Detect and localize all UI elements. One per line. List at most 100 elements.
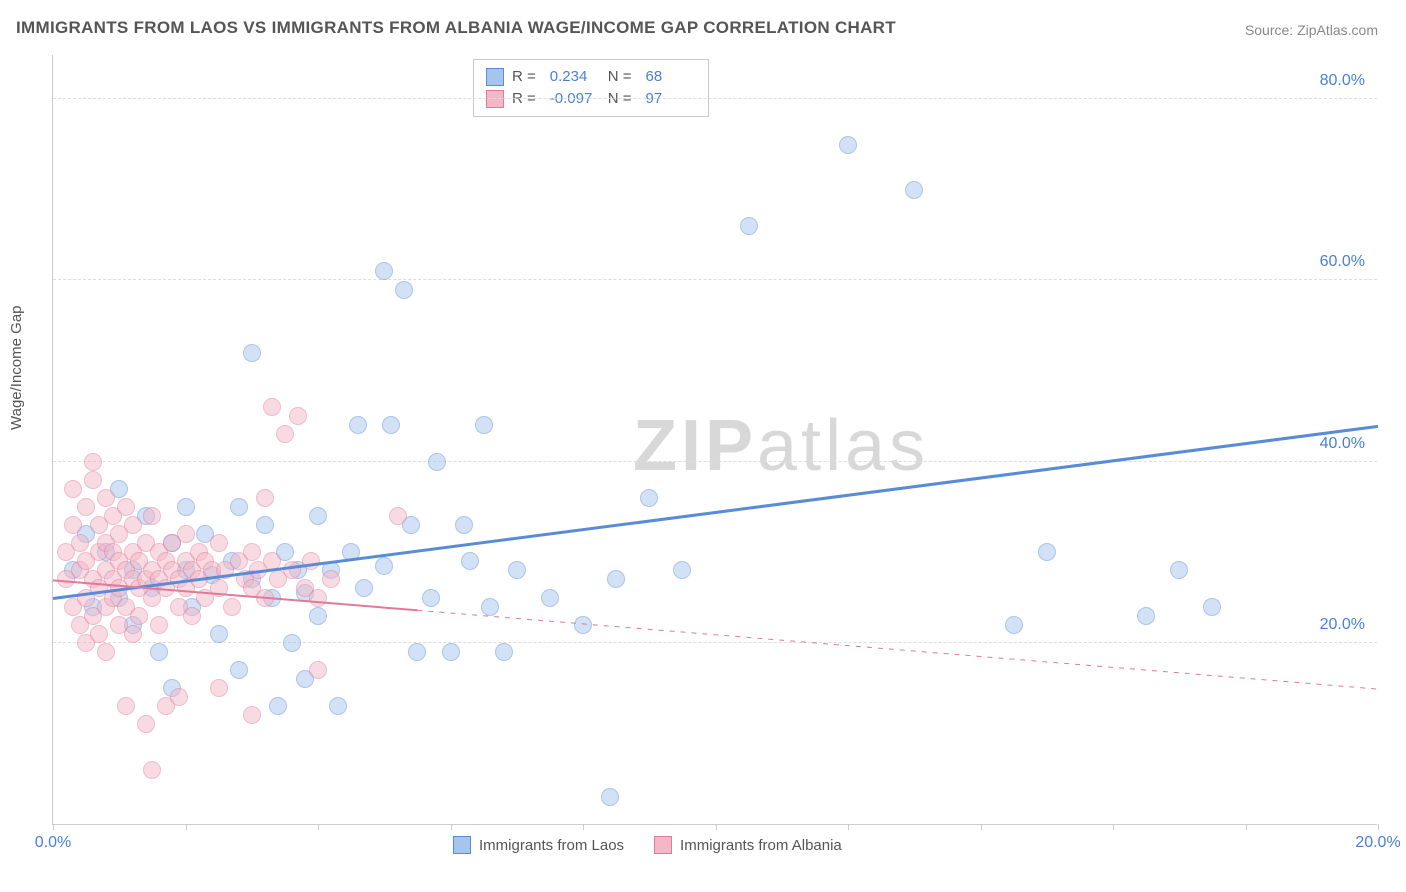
trend-line-dashed xyxy=(417,610,1378,689)
scatter-point xyxy=(183,607,201,625)
legend-swatch xyxy=(654,836,672,854)
scatter-point xyxy=(143,761,161,779)
scatter-point xyxy=(177,525,195,543)
scatter-point xyxy=(329,697,347,715)
scatter-point xyxy=(839,136,857,154)
scatter-point xyxy=(349,416,367,434)
scatter-point xyxy=(177,498,195,516)
scatter-plot-area: ZIPatlas R =0.234N =68R =-0.097N =97 Imm… xyxy=(52,55,1377,825)
scatter-point xyxy=(495,643,513,661)
scatter-point xyxy=(1005,616,1023,634)
scatter-point xyxy=(84,453,102,471)
scatter-point xyxy=(601,788,619,806)
scatter-point xyxy=(210,679,228,697)
y-tick-label: 60.0% xyxy=(1320,253,1365,271)
scatter-point xyxy=(389,507,407,525)
scatter-point xyxy=(97,643,115,661)
scatter-point xyxy=(289,407,307,425)
scatter-point xyxy=(309,589,327,607)
scatter-point xyxy=(640,489,658,507)
scatter-point xyxy=(84,471,102,489)
scatter-point xyxy=(77,498,95,516)
scatter-point xyxy=(283,634,301,652)
source-attribution: Source: ZipAtlas.com xyxy=(1245,22,1378,38)
legend-row: R = 0.234 N = 68 xyxy=(486,66,696,88)
scatter-point xyxy=(1170,561,1188,579)
y-tick-label: 80.0% xyxy=(1320,72,1365,90)
scatter-point xyxy=(309,661,327,679)
scatter-point xyxy=(90,625,108,643)
scatter-point xyxy=(230,498,248,516)
x-tick xyxy=(1246,824,1247,830)
scatter-point xyxy=(243,706,261,724)
watermark-bold: ZIP xyxy=(633,406,757,486)
scatter-point xyxy=(455,516,473,534)
scatter-point xyxy=(210,534,228,552)
scatter-point xyxy=(71,534,89,552)
scatter-point xyxy=(1203,598,1221,616)
scatter-point xyxy=(117,498,135,516)
y-tick-label: 40.0% xyxy=(1320,435,1365,453)
scatter-point xyxy=(64,516,82,534)
scatter-point xyxy=(150,643,168,661)
scatter-point xyxy=(276,425,294,443)
scatter-point xyxy=(481,598,499,616)
legend-swatch xyxy=(486,68,504,86)
scatter-point xyxy=(322,570,340,588)
x-tick-label-right: 20.0% xyxy=(1355,834,1400,852)
scatter-point xyxy=(382,416,400,434)
y-axis-label: Wage/Income Gap xyxy=(8,305,25,430)
scatter-point xyxy=(256,589,274,607)
scatter-point xyxy=(355,579,373,597)
scatter-point xyxy=(1038,543,1056,561)
scatter-point xyxy=(263,552,281,570)
scatter-point xyxy=(395,281,413,299)
scatter-point xyxy=(143,507,161,525)
scatter-point xyxy=(309,607,327,625)
x-tick xyxy=(186,824,187,830)
scatter-point xyxy=(137,715,155,733)
scatter-point xyxy=(64,480,82,498)
scatter-point xyxy=(97,489,115,507)
scatter-point xyxy=(574,616,592,634)
y-tick-label: 20.0% xyxy=(1320,616,1365,634)
scatter-point xyxy=(150,616,168,634)
scatter-point xyxy=(256,516,274,534)
x-tick xyxy=(1113,824,1114,830)
scatter-point xyxy=(263,398,281,416)
x-tick xyxy=(451,824,452,830)
x-tick xyxy=(318,824,319,830)
scatter-point xyxy=(428,453,446,471)
scatter-point xyxy=(210,579,228,597)
series-legend-item: Immigrants from Laos xyxy=(453,836,624,854)
watermark-light: atlas xyxy=(757,406,929,486)
scatter-point xyxy=(256,489,274,507)
scatter-point xyxy=(905,181,923,199)
series-name: Immigrants from Albania xyxy=(680,837,842,854)
scatter-point xyxy=(130,607,148,625)
legend-r-value: 0.234 xyxy=(550,66,600,88)
scatter-point xyxy=(342,543,360,561)
legend-n-label: N = xyxy=(608,66,632,88)
scatter-point xyxy=(124,516,142,534)
series-legend-item: Immigrants from Albania xyxy=(654,836,842,854)
scatter-point xyxy=(508,561,526,579)
chart-title: IMMIGRANTS FROM LAOS VS IMMIGRANTS FROM … xyxy=(16,18,896,38)
scatter-point xyxy=(475,416,493,434)
legend-swatch xyxy=(453,836,471,854)
series-legend: Immigrants from Laos Immigrants from Alba… xyxy=(453,836,842,854)
legend-n-value: 68 xyxy=(646,66,696,88)
scatter-point xyxy=(283,561,301,579)
gridline-h xyxy=(53,98,1377,99)
scatter-point xyxy=(124,625,142,643)
scatter-point xyxy=(442,643,460,661)
scatter-point xyxy=(243,543,261,561)
legend-r-label: R = xyxy=(512,66,536,88)
scatter-point xyxy=(607,570,625,588)
x-tick xyxy=(981,824,982,830)
scatter-point xyxy=(223,598,241,616)
x-tick xyxy=(848,824,849,830)
scatter-point xyxy=(422,589,440,607)
scatter-point xyxy=(117,697,135,715)
scatter-point xyxy=(1137,607,1155,625)
